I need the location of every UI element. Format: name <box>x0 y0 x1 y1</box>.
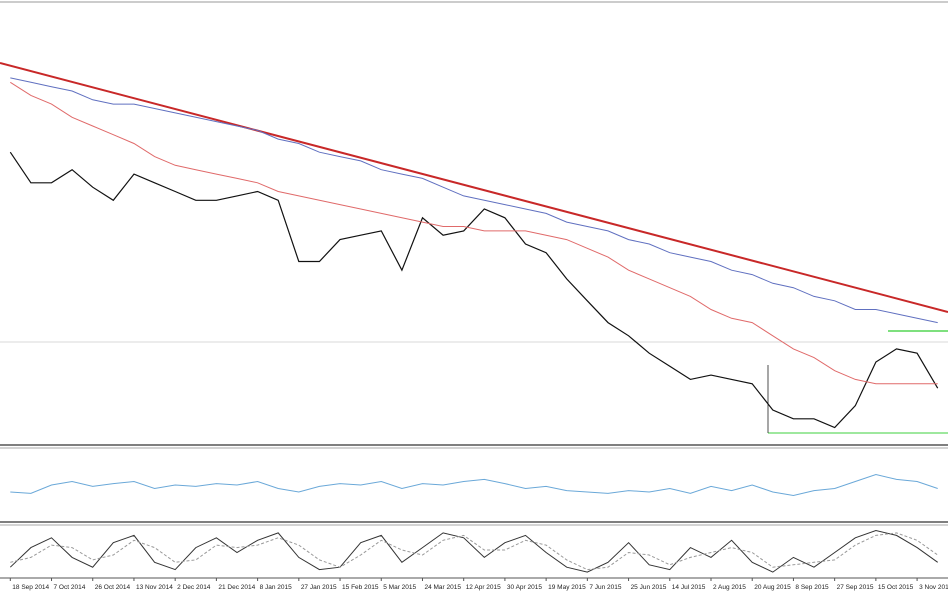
x-tick-label: 7 Oct 2014 <box>54 584 86 591</box>
x-tick-label: 14 Jul 2015 <box>672 584 706 591</box>
x-tick-label: 15 Feb 2015 <box>342 584 379 591</box>
x-tick-label: 3 Nov 2015 <box>919 584 948 591</box>
x-tick-label: 19 May 2015 <box>548 584 586 591</box>
x-tick-label: 20 Aug 2015 <box>754 584 791 591</box>
x-tick-label: 25 Jun 2015 <box>631 584 667 591</box>
x-tick-label: 30 Apr 2015 <box>507 584 542 591</box>
stoch-d <box>10 532 938 571</box>
stoch-k <box>9 529 938 573</box>
x-tick-label: 26 Oct 2014 <box>95 584 131 591</box>
x-tick-label: 27 Jan 2015 <box>301 584 337 591</box>
trend-line <box>0 62 948 313</box>
x-tick-label: 7 Jun 2015 <box>589 584 622 591</box>
x-tick-label: 27 Sep 2015 <box>837 584 874 591</box>
ma-fast <box>10 81 938 385</box>
x-tick-label: 2 Aug 2015 <box>713 584 746 591</box>
x-tick-label: 12 Apr 2015 <box>466 584 501 591</box>
x-tick-label: 8 Jan 2015 <box>260 584 293 591</box>
x-tick-label: 18 Sep 2014 <box>12 584 49 591</box>
x-tick-label: 8 Sep 2015 <box>795 584 829 591</box>
x-tick-label: 21 Dec 2014 <box>218 584 255 591</box>
x-tick-label: 5 Mar 2015 <box>383 584 416 591</box>
ma-slow <box>10 77 938 324</box>
x-tick-label: 2 Dec 2014 <box>177 584 211 591</box>
rsi <box>10 473 938 497</box>
x-tick-label: 24 Mar 2015 <box>424 584 461 591</box>
x-tick-label: 15 Oct 2015 <box>878 584 914 591</box>
price <box>9 151 939 429</box>
x-tick-label: 13 Nov 2014 <box>136 584 173 591</box>
